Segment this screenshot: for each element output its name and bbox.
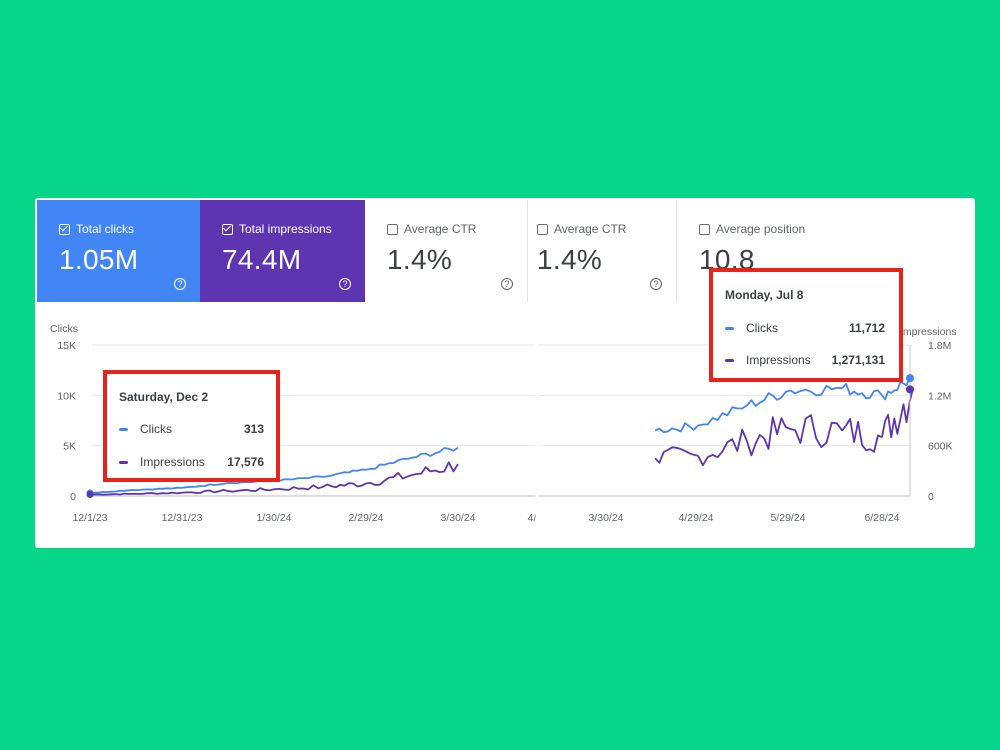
y-tick-right: 600K <box>928 441 953 453</box>
help-icon[interactable]: ? <box>339 278 351 290</box>
help-icon[interactable]: ? <box>174 278 186 290</box>
tooltip-clicks-value: 11,712 <box>848 321 885 335</box>
help-icon[interactable]: ? <box>650 278 662 290</box>
clicks-legend-icon <box>119 427 128 431</box>
x-tick: 2/29/24 <box>348 512 383 524</box>
tooltip-clicks-row: Clicks <box>119 422 172 436</box>
card-label: Average CTR <box>554 222 627 236</box>
impressions-legend-icon <box>119 460 128 464</box>
card-value: 1.05M <box>59 244 139 275</box>
y-tick-left: 0 <box>70 491 76 503</box>
tooltip-impressions-row: Impressions <box>725 353 811 367</box>
card-label: Total clicks <box>76 222 135 236</box>
x-tick: 6/28/24 <box>864 512 899 524</box>
tooltip-clicks-label: Clicks <box>746 321 778 335</box>
total-clicks-card[interactable]: Total clicks 1.05M ? <box>37 200 200 302</box>
x-tick: 3/30/24 <box>588 512 623 524</box>
impressions-point-jul8 <box>906 385 914 394</box>
tooltip-impressions-value: 17,576 <box>227 455 264 469</box>
card-label: Average CTR <box>404 222 477 236</box>
x-tick: 5/29/24 <box>770 512 805 524</box>
total-impressions-card[interactable]: Total impressions 74.4M ? <box>200 200 365 302</box>
x-tick: 1/30/24 <box>256 512 291 524</box>
x-tick: 12/31/23 <box>162 512 203 524</box>
x-tick: 4/ <box>528 512 537 524</box>
x-tick: 4/29/24 <box>678 512 713 524</box>
y-tick-right: 1.8M <box>928 340 951 352</box>
y-tick-left: 15K <box>57 340 76 352</box>
y-tick-right: 1.2M <box>928 390 951 402</box>
y-tick-left: 5K <box>63 441 76 453</box>
card-value: 74.4M <box>222 244 302 275</box>
impressions-line <box>90 389 914 496</box>
impressions-point-dec2 <box>86 491 94 499</box>
x-tick: 12/1/23 <box>72 512 107 524</box>
impressions-legend-icon <box>725 358 734 362</box>
checkbox-icon[interactable] <box>222 223 233 235</box>
y-tick-left: 10K <box>57 390 76 402</box>
checkbox-icon[interactable] <box>387 223 398 235</box>
tooltip-impressions-label: Impressions <box>140 455 205 469</box>
y-tick-right: 0 <box>928 491 934 503</box>
average-ctr-card-2[interactable]: Average CTR 1.4% ? <box>529 200 677 302</box>
clicks-line <box>89 377 913 494</box>
clicks-point-jul8 <box>906 374 914 383</box>
checkbox-icon[interactable] <box>537 223 548 235</box>
tooltip-impressions-value: 1,271,131 <box>831 353 885 367</box>
help-icon[interactable]: ? <box>501 278 513 290</box>
card-value: 1.4% <box>387 244 453 275</box>
checkbox-icon[interactable] <box>699 223 710 235</box>
average-ctr-card[interactable]: Average CTR 1.4% ? <box>365 200 528 302</box>
card-label: Average position <box>716 222 806 236</box>
tooltip-clicks-row: Clicks <box>725 321 778 335</box>
clicks-legend-icon <box>725 326 734 330</box>
x-tick: 3/30/24 <box>440 512 475 524</box>
y-axis-label-left: Clicks <box>50 323 78 335</box>
tooltip-clicks-value: 313 <box>243 422 264 436</box>
tooltip-impressions-label: Impressions <box>746 353 811 367</box>
tooltip-date: Saturday, Dec 2 <box>119 390 209 404</box>
tooltip-impressions-row: Impressions <box>119 455 205 469</box>
y-axis-label-right: Impressions <box>900 326 957 338</box>
tooltip-date: Monday, Jul 8 <box>725 288 804 302</box>
card-label: Total impressions <box>239 222 332 236</box>
tooltip-clicks-label: Clicks <box>140 422 172 436</box>
tooltip-right: Monday, Jul 8 Clicks 11,712 Impressions … <box>709 268 903 382</box>
card-value: 1.4% <box>537 244 603 275</box>
tooltip-left: Saturday, Dec 2 Clicks 313 Impressions 1… <box>103 370 280 482</box>
checkbox-icon[interactable] <box>59 223 70 235</box>
